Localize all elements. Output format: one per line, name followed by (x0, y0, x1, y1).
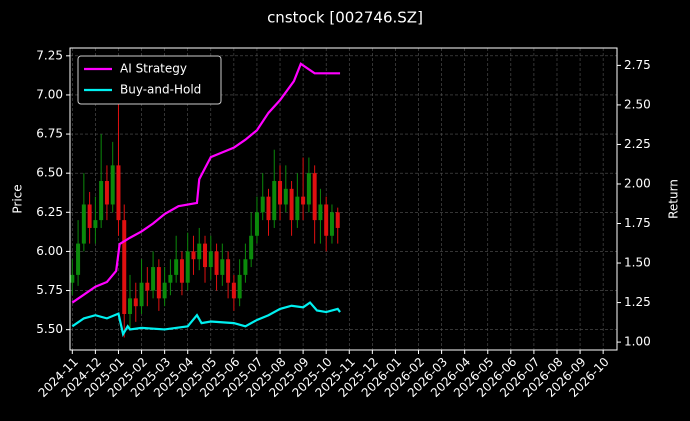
candle-body (99, 181, 104, 221)
candle-body (145, 282, 150, 291)
y-tick-label: 5.75 (36, 283, 63, 297)
candle-body (93, 220, 98, 228)
candle-body (168, 274, 173, 283)
y-tick-label: 6.25 (36, 205, 63, 219)
candles (70, 87, 340, 338)
candle-body (81, 204, 86, 244)
candle-body (301, 196, 306, 205)
candle-body (203, 243, 208, 268)
candle-body (289, 188, 294, 221)
candle-body (76, 243, 81, 275)
candle-body (133, 298, 138, 307)
candle-body (266, 196, 271, 221)
y-tick-label: 7.25 (36, 48, 63, 62)
plot-frame (69, 47, 618, 351)
y2-axis-label: Return (667, 179, 681, 219)
candle-body (318, 204, 323, 221)
legend-box (77, 55, 222, 105)
candle-body (139, 282, 144, 307)
y-tick-label: 6.00 (36, 244, 63, 258)
candle-body (254, 212, 259, 236)
y2-tick-label: 2.50 (624, 97, 651, 111)
candle-body (214, 251, 219, 275)
candle-body (243, 259, 248, 275)
candle-body (104, 181, 109, 205)
candle-body (197, 243, 202, 260)
legend-label: AI Strategy (120, 62, 187, 76)
y-tick-label: 5.50 (36, 322, 63, 336)
candle-body (70, 274, 75, 283)
candle-body (220, 259, 225, 275)
candle-body (329, 212, 334, 236)
candle-body (128, 298, 133, 315)
candle-body (324, 204, 329, 236)
y-tick-label: 7.00 (36, 87, 63, 101)
candle-body (237, 274, 242, 299)
candle-body (174, 259, 179, 275)
y-axis-label: Price (11, 184, 25, 213)
candle-body (110, 165, 115, 205)
candle-body (283, 188, 288, 205)
y2-tick-label: 2.00 (624, 176, 651, 190)
candle-body (335, 212, 340, 228)
candle-body (179, 259, 184, 283)
candle-body (231, 282, 236, 299)
candle-body (249, 235, 254, 260)
candle-body (312, 173, 317, 221)
candle-body (295, 196, 300, 221)
y2-tick-label: 1.50 (624, 256, 651, 270)
line-series (71, 62, 341, 304)
y2-tick-label: 1.00 (624, 335, 651, 349)
candle-body (116, 165, 121, 221)
y2-tick-label: 2.25 (624, 137, 651, 151)
legend-label: Buy-and-Hold (120, 83, 201, 97)
candle-body (122, 220, 127, 315)
candle-body (226, 259, 231, 283)
candle-body (87, 204, 92, 228)
candle-body (151, 267, 156, 291)
candle-body (156, 267, 161, 299)
candle-body (272, 181, 277, 221)
y-tick-label: 6.50 (36, 166, 63, 180)
candle-body (208, 251, 213, 268)
candle-body (278, 181, 283, 205)
y2-tick-label: 1.75 (624, 216, 651, 230)
candle-body (260, 196, 265, 213)
y-tick-label: 6.75 (36, 127, 63, 141)
candle-body (191, 251, 196, 260)
candle-body (185, 251, 190, 283)
line-series (71, 301, 341, 338)
y2-tick-label: 2.75 (624, 58, 651, 72)
candle-body (306, 173, 311, 205)
y2-tick-label: 1.25 (624, 295, 651, 309)
candle-body (162, 282, 167, 299)
chart-title: cnstock [002746.SZ] (267, 9, 423, 27)
